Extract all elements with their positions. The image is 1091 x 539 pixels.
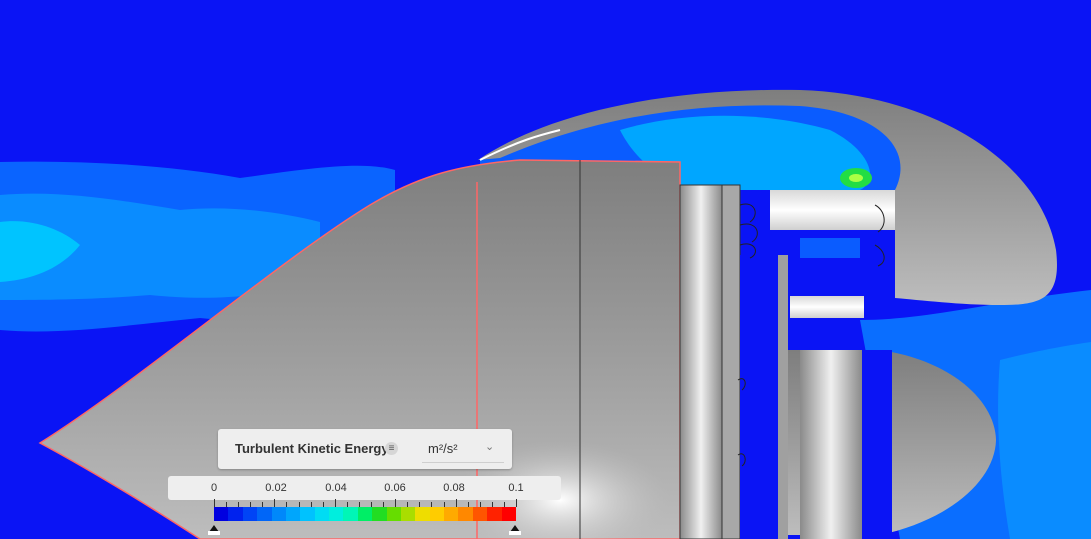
colorbar-swatch xyxy=(271,507,286,521)
legend-header: Turbulent Kinetic Energy ≡ m²/s² ⌄ xyxy=(218,429,512,469)
legend-tick-label: 0.06 xyxy=(384,482,406,494)
colorbar-swatch xyxy=(472,507,488,521)
colorbar-swatch xyxy=(487,507,502,521)
colorbar-swatch xyxy=(372,507,387,521)
colorbar-swatch xyxy=(429,507,444,521)
legend-tick-mark xyxy=(250,502,252,507)
legend-tick-mark xyxy=(419,502,421,507)
legend-tick-mark xyxy=(274,499,276,507)
hull-ring-segment[interactable] xyxy=(721,184,741,539)
colorbar-swatch xyxy=(386,507,401,521)
colorbar-swatch xyxy=(285,507,301,521)
colorbar-swatch xyxy=(329,507,344,521)
chevron-down-icon[interactable]: ⌄ xyxy=(485,441,495,453)
colorbar-swatch xyxy=(458,507,473,521)
inner-gap-contour xyxy=(800,238,860,258)
tail-cone-ring[interactable] xyxy=(800,350,862,539)
colorbar-swatch xyxy=(228,507,243,521)
legend-tick-mark xyxy=(467,502,469,507)
legend-tick-label: 0.02 xyxy=(265,482,287,494)
colorbar-swatch xyxy=(501,507,516,521)
rear-wake-contour-inner xyxy=(998,342,1091,539)
inner-gap-flow xyxy=(789,258,864,298)
legend-tick-label: 0.08 xyxy=(443,482,465,494)
colorbar-swatch xyxy=(214,507,229,521)
colorbar-swatch xyxy=(444,507,459,521)
colorbar-swatch xyxy=(357,507,373,521)
rotor-ring-lower[interactable] xyxy=(790,296,864,318)
legend-tick-mark xyxy=(346,502,348,507)
legend-tick-mark xyxy=(371,502,373,507)
legend-tick-mark xyxy=(298,502,300,507)
rotor-ring[interactable] xyxy=(770,190,895,230)
shroud-edge-highlight xyxy=(479,129,561,161)
legend-unit-select[interactable]: m²/s² xyxy=(428,441,458,456)
legend-tick-label: 0.1 xyxy=(508,482,524,494)
legend-tick-mark xyxy=(214,499,215,507)
colorbar-swatch xyxy=(415,507,430,521)
unit-select-underline xyxy=(422,462,504,463)
legend-tick-mark xyxy=(383,502,385,507)
duct-shroud[interactable] xyxy=(478,89,1057,305)
colorbar-swatch xyxy=(343,507,358,521)
inner-gap-flow xyxy=(740,255,778,539)
legend-tick-mark xyxy=(238,502,240,507)
legend-tick-mark xyxy=(310,502,312,507)
legend-tick-mark xyxy=(443,502,445,507)
colorbar-swatch xyxy=(314,507,329,521)
colorbar-swatch xyxy=(400,507,416,521)
colorbar-swatch xyxy=(242,507,258,521)
legend-tick-mark xyxy=(334,499,336,507)
legend-tick-mark xyxy=(407,502,409,507)
legend-tick-mark xyxy=(322,502,324,507)
legend-tick-mark xyxy=(395,499,397,507)
range-max-handle[interactable] xyxy=(509,525,521,535)
propeller-blades xyxy=(737,203,885,467)
range-min-handle[interactable] xyxy=(208,525,220,535)
legend-tick-mark xyxy=(516,499,517,507)
shaft-segment[interactable] xyxy=(778,255,788,539)
colorbar-swatch xyxy=(257,507,272,521)
legend-tick-mark xyxy=(226,502,228,507)
legend-colorbar xyxy=(214,507,516,521)
colorbar-swatch xyxy=(300,507,315,521)
wake-contour-mid xyxy=(0,193,320,300)
legend-tick-mark xyxy=(455,499,457,507)
legend-tick-mark xyxy=(286,502,288,507)
tke-hotspot-core xyxy=(849,174,863,182)
tail-gap-flow xyxy=(862,350,892,539)
legend-tick-mark xyxy=(358,502,360,507)
hull-ring-segment[interactable] xyxy=(679,184,723,539)
legend-tick-mark xyxy=(262,502,264,507)
legend-scale-panel xyxy=(168,476,561,500)
duct-turbulent-contour xyxy=(620,115,870,190)
legend-tick-mark xyxy=(431,502,433,507)
legend-tick-mark xyxy=(491,502,493,507)
legend-tick-label: 0 xyxy=(210,482,218,494)
wake-contour-core xyxy=(0,221,80,282)
legend-tick-label: 0.04 xyxy=(325,482,347,494)
legend-tick-mark xyxy=(503,502,505,507)
legend-ticks xyxy=(214,499,517,507)
legend-quantity-label: Turbulent Kinetic Energy xyxy=(235,441,389,456)
legend-tick-mark xyxy=(479,502,481,507)
menu-icon[interactable]: ≡ xyxy=(385,442,398,455)
